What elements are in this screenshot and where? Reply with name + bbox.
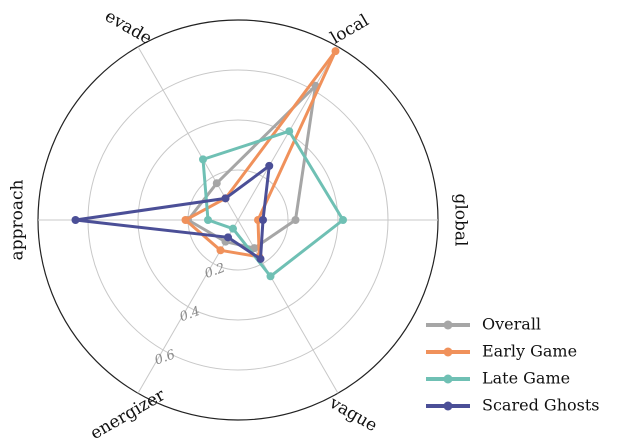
data-point-energizer: [224, 233, 232, 242]
data-point-energizer: [229, 224, 237, 233]
data-point-energizer: [216, 246, 225, 255]
legend-label: Scared Ghosts: [482, 396, 599, 415]
data-point-vague: [250, 244, 259, 253]
data-point-global: [259, 216, 267, 224]
tick-label-0.6: 0.6: [153, 347, 178, 368]
data-point-local: [265, 161, 274, 170]
data-point-vague: [266, 272, 275, 281]
legend-item: Scared Ghosts: [426, 396, 599, 415]
axis-label-energizer: energizer: [87, 385, 169, 444]
legend-swatch-marker: [443, 401, 453, 411]
data-point-approach: [71, 216, 80, 224]
series-scared-ghosts: [71, 161, 274, 263]
legend-swatch-marker: [443, 320, 453, 330]
legend-item: Overall: [426, 315, 541, 334]
axis-label-approach: approach: [8, 180, 28, 261]
legend-item: Early Game: [426, 342, 577, 361]
data-point-approach: [181, 216, 190, 224]
tick-label-0.2: 0.2: [203, 261, 228, 282]
data-point-approach: [204, 216, 212, 224]
data-point-global: [291, 216, 300, 224]
data-point-evade: [221, 194, 230, 203]
axis-label-evade: evade: [101, 6, 155, 49]
data-point-evade: [212, 179, 221, 188]
axis-label-local: local: [327, 11, 372, 49]
axis-layer: global local evade approach energizer vague 0.…: [8, 6, 471, 444]
data-point-local: [285, 127, 294, 136]
series-layer: [71, 47, 347, 281]
legend-swatch-marker: [443, 374, 453, 384]
axis-label-global: global: [451, 193, 471, 246]
series-late-game: [199, 127, 347, 281]
series-line: [201, 129, 345, 278]
axis-spoke-evade: [137, 46, 239, 221]
legend-swatch-marker: [443, 347, 453, 357]
data-point-local: [331, 47, 340, 56]
legend-label: Early Game: [482, 342, 577, 361]
tick-label-0.4: 0.4: [178, 304, 203, 325]
legend-item: Late Game: [426, 369, 570, 388]
legend: Overall Early Game Late Game Scared Ghosts: [426, 315, 599, 415]
data-point-global: [339, 216, 347, 224]
data-point-vague: [256, 254, 265, 263]
legend-label: Late Game: [482, 369, 570, 388]
axis-label-vague: vague: [325, 392, 381, 436]
legend-label: Overall: [482, 315, 541, 334]
data-point-evade: [199, 155, 207, 164]
